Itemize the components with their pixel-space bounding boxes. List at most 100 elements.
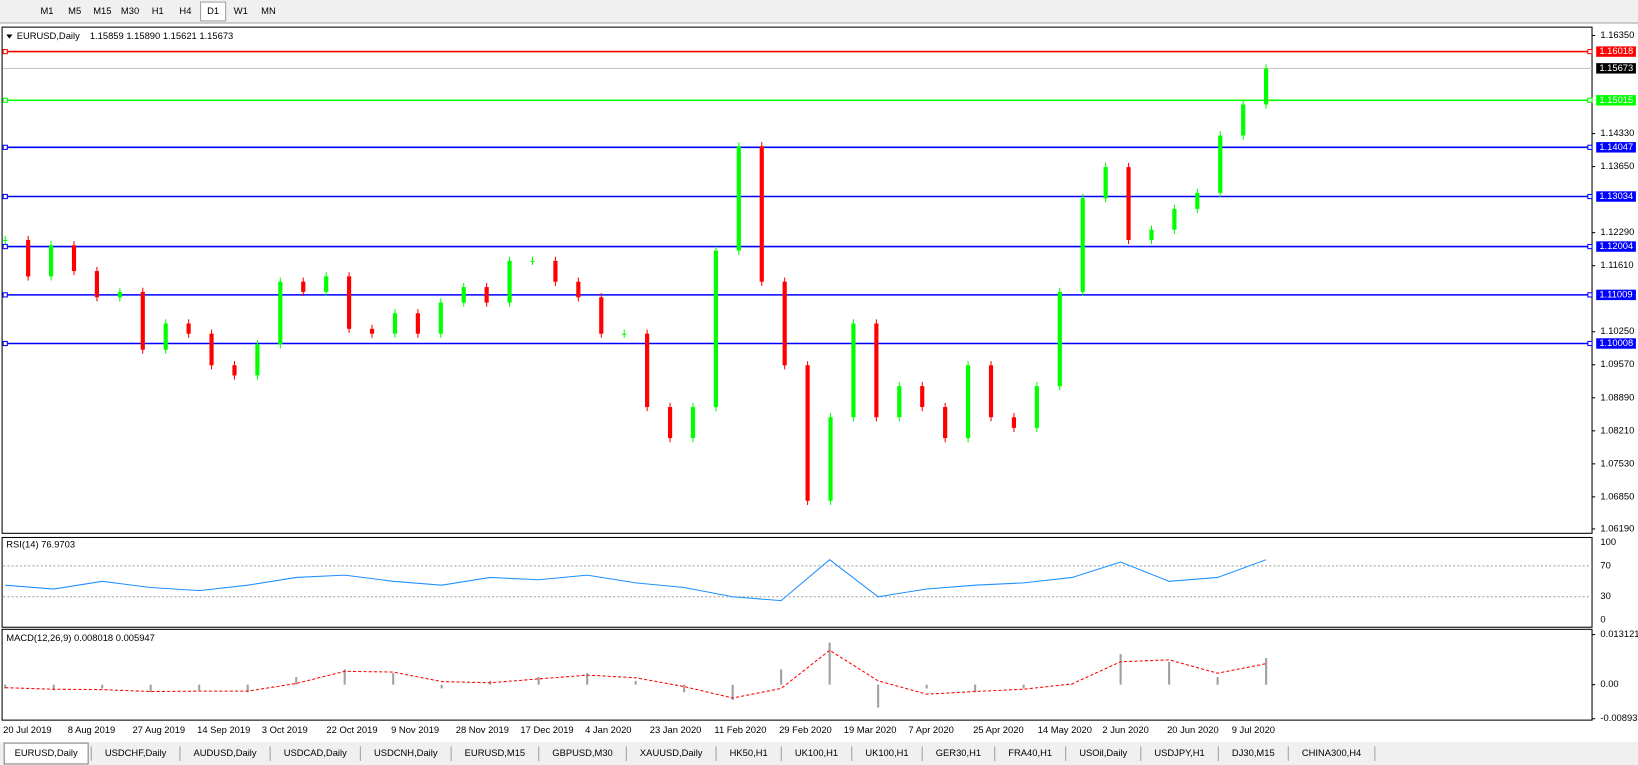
timeframe-button[interactable]: MN xyxy=(261,5,276,16)
tab[interactable] xyxy=(183,743,268,764)
timeframe-button[interactable]: M15 xyxy=(93,5,111,16)
x-tick-label: 17 Dec 2019 xyxy=(520,724,573,735)
tab[interactable] xyxy=(1143,743,1216,764)
level-label: 1.10008 xyxy=(1599,337,1633,348)
tab-label[interactable]: AUDUSD,Daily xyxy=(194,747,257,758)
candle-body xyxy=(461,287,466,303)
y-tick-label: 1.16350 xyxy=(1600,29,1634,40)
rsi-tick-label: 70 xyxy=(1600,559,1610,570)
selected-timeframe xyxy=(200,1,227,22)
active-tab[interactable] xyxy=(3,742,89,765)
level-handle xyxy=(1587,193,1593,200)
tab-label[interactable]: USDCNH,Daily xyxy=(374,747,438,758)
level-label-box xyxy=(1596,63,1636,74)
tab[interactable] xyxy=(629,743,713,764)
tab-label[interactable]: UK100,H1 xyxy=(865,747,908,758)
tab[interactable] xyxy=(784,743,849,764)
candle-body xyxy=(576,281,581,298)
macd-tick-label: -0.008933 xyxy=(1600,712,1638,723)
chart-quote: 1.15859 1.15890 1.15621 1.15673 xyxy=(90,30,233,41)
macd-bar xyxy=(537,677,540,685)
candle-body xyxy=(622,333,627,335)
tab-label[interactable]: EURUSD,Daily xyxy=(15,747,78,758)
y-tick-label: 1.13650 xyxy=(1600,160,1634,171)
tab[interactable] xyxy=(997,743,1063,764)
level-handle xyxy=(1587,292,1593,298)
tab[interactable] xyxy=(363,743,448,764)
candle-body xyxy=(232,365,237,376)
level-label-box xyxy=(1596,95,1636,106)
timeframe-button[interactable]: W1 xyxy=(234,5,248,16)
tab-label[interactable]: USDCAD,Daily xyxy=(284,747,347,758)
macd-bar xyxy=(925,684,928,689)
tab-label[interactable]: USDJPY,H1 xyxy=(1154,747,1204,758)
timeframe-button[interactable]: H1 xyxy=(152,5,164,16)
macd-bar xyxy=(1265,657,1268,685)
y-tick-label: 1.06850 xyxy=(1600,490,1634,501)
macd-bar xyxy=(683,684,686,693)
candle-body xyxy=(828,417,833,501)
tab-label[interactable]: EURUSD,M15 xyxy=(465,747,525,758)
x-tick-label: 2 Jun 2020 xyxy=(1102,724,1148,735)
x-tick-label: 9 Jul 2020 xyxy=(1232,724,1275,735)
x-tick-label: 27 Aug 2019 xyxy=(132,724,185,735)
level-label: 1.12004 xyxy=(1599,240,1633,251)
header-arrow xyxy=(6,34,13,39)
candle-body xyxy=(1080,198,1085,292)
candle-body xyxy=(1103,167,1108,199)
tab[interactable] xyxy=(1221,743,1286,764)
timeframe-button[interactable]: M1 xyxy=(40,5,53,16)
x-tick-label: 3 Oct 2019 xyxy=(262,724,308,735)
candle-body xyxy=(943,407,948,439)
macd-bar xyxy=(198,684,201,691)
tab-label[interactable]: CHINA300,H4 xyxy=(1302,747,1361,758)
tab[interactable] xyxy=(925,743,992,764)
tab[interactable] xyxy=(454,743,536,764)
tab-label[interactable]: DJ30,M15 xyxy=(1232,747,1275,758)
rsi-tick-label: 30 xyxy=(1600,590,1610,601)
tab[interactable] xyxy=(541,743,624,764)
tab-label[interactable]: FRA40,H1 xyxy=(1008,747,1052,758)
price-panel xyxy=(1,26,1593,534)
macd-bar xyxy=(1022,684,1025,689)
tab[interactable] xyxy=(273,743,358,764)
tab-label[interactable]: USOil,Daily xyxy=(1079,747,1127,758)
level-handle xyxy=(1587,340,1593,347)
tab[interactable] xyxy=(94,743,177,764)
candle-body xyxy=(690,407,696,439)
tab[interactable] xyxy=(854,743,920,764)
macd-bar xyxy=(392,673,395,685)
timeframe-button[interactable]: D1 xyxy=(207,5,219,16)
candle-body xyxy=(782,281,787,366)
tab-label[interactable]: XAUUSD,Daily xyxy=(640,747,703,758)
tab-label[interactable]: HK50,H1 xyxy=(730,747,768,758)
tab[interactable] xyxy=(1291,743,1372,764)
macd-bar xyxy=(52,684,55,691)
candle-body xyxy=(255,344,260,376)
level-handle xyxy=(2,48,8,55)
candle-body xyxy=(851,323,856,418)
tab-label[interactable]: UK100,H1 xyxy=(795,747,838,758)
timeframe-button[interactable]: M30 xyxy=(121,5,139,16)
tab[interactable] xyxy=(719,743,779,764)
rsi-panel xyxy=(1,536,1593,628)
candle-body xyxy=(1034,386,1039,428)
y-tick-label: 1.12290 xyxy=(1600,226,1634,237)
tab-label[interactable]: USDCHF,Daily xyxy=(105,747,167,758)
macd-tick-label: 0.013121 xyxy=(1600,628,1638,639)
candle-body xyxy=(507,260,512,303)
tab[interactable] xyxy=(1068,743,1138,764)
candle-body xyxy=(1241,104,1246,136)
tab-label[interactable]: GER30,H1 xyxy=(936,747,981,758)
level-label-box xyxy=(1596,191,1636,202)
rsi-tick-label: 100 xyxy=(1600,536,1616,547)
timeframe-button[interactable]: M5 xyxy=(68,5,81,16)
level-label: 1.15015 xyxy=(1599,94,1633,105)
x-tick-label: 25 Apr 2020 xyxy=(973,724,1024,735)
rsi-tick-label: 0 xyxy=(1600,613,1605,624)
tab-label[interactable]: GBPUSD,M30 xyxy=(552,747,612,758)
timeframe-button[interactable]: H4 xyxy=(179,5,191,16)
candle-body xyxy=(117,291,122,298)
level-label-box xyxy=(1596,142,1636,153)
